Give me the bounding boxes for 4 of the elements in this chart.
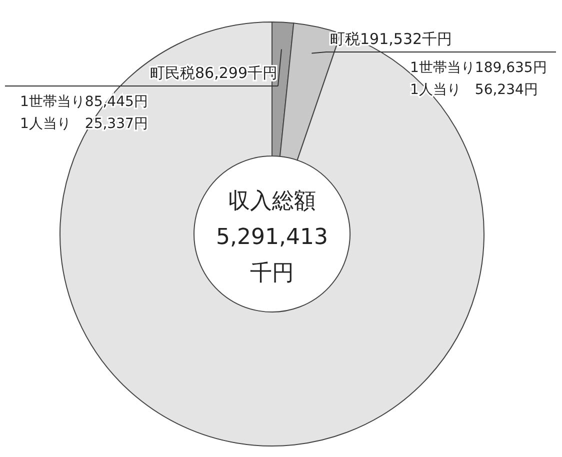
text: 千円 <box>250 261 294 286</box>
text: 1世帯当り189,635円 <box>410 60 547 76</box>
text: 5,291,413 <box>216 225 328 250</box>
text: 収入総額 <box>228 189 316 214</box>
